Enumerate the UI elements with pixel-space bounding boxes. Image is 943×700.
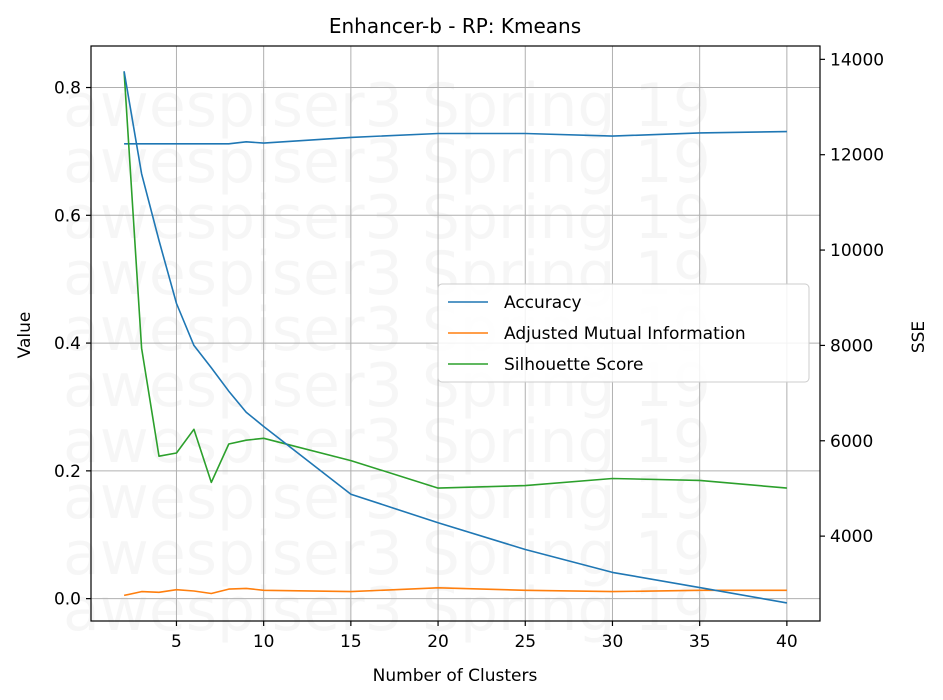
y-ticks: 0.0 0.2 0.4 0.6 0.8: [54, 79, 91, 610]
y2-axis-label: SSE: [909, 321, 929, 353]
y-tick-label: 0.8: [54, 79, 81, 99]
y-tick-label: 0.4: [54, 334, 81, 354]
y-axis-label: Value: [15, 312, 35, 359]
y2-tick-label: 8000: [830, 336, 873, 356]
series-line-accuracy: [124, 130, 787, 145]
y2-tick-label: 6000: [830, 432, 873, 452]
series-line-adjusted-mutual-information: [123, 586, 787, 597]
legend-label: Silhouette Score: [504, 355, 643, 375]
y2-ticks: 4000 6000 8000 10000 12000 14000: [820, 50, 884, 547]
legend-box: [437, 283, 810, 383]
plot-frame: [90, 45, 821, 622]
x-tick-label: 20: [427, 632, 449, 652]
series-line-sse: [123, 71, 788, 604]
legend-label: Adjusted Mutual Information: [504, 324, 746, 344]
plot-lines: [123, 71, 788, 604]
chart-title: Enhancer-b - RP: Kmeans: [329, 14, 581, 38]
y2-tick-label: 4000: [830, 527, 873, 547]
y2-tick-label: 14000: [830, 50, 884, 70]
series-line-silhouette-score: [123, 71, 787, 489]
x-tick-label: 15: [340, 632, 362, 652]
x-ticks: 5 10 15 20 25 30 35 40: [171, 621, 798, 652]
x-tick-label: 40: [776, 632, 798, 652]
legend: Accuracy Adjusted Mutual Information Silho…: [437, 283, 810, 383]
y-tick-label: 0.2: [54, 462, 81, 482]
x-axis-label: Number of Clusters: [373, 666, 538, 686]
x-tick-label: 30: [602, 632, 624, 652]
x-tick-label: 35: [689, 632, 711, 652]
legend-label: Accuracy: [504, 293, 582, 313]
y-tick-label: 0.6: [54, 206, 81, 226]
x-tick-label: 5: [171, 632, 182, 652]
x-tick-label: 10: [253, 632, 275, 652]
y2-tick-label: 12000: [830, 146, 884, 166]
x-tick-label: 25: [514, 632, 536, 652]
y-tick-label: 0.0: [54, 590, 81, 610]
y2-tick-label: 10000: [830, 241, 884, 261]
